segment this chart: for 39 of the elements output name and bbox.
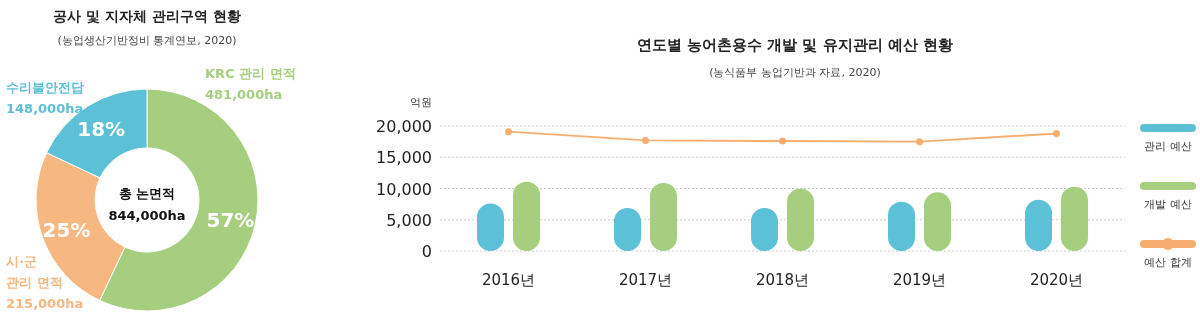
bar (924, 192, 951, 251)
slice-label: 시·군 관리 면적 (6, 254, 63, 290)
data-label: 57% (206, 207, 255, 232)
legend-label: 개발 예산 (1144, 198, 1192, 211)
bar (787, 188, 814, 251)
y-axis-title: 억원 (410, 96, 432, 109)
data-label: 25% (42, 217, 91, 242)
point (1053, 130, 1060, 137)
bar (513, 181, 540, 251)
x-tick-label: 2018년 (755, 271, 810, 289)
y-tick-label: 10,000 (376, 179, 432, 199)
chart-title: 공사 및 지자체 관리구역 현황 (53, 8, 241, 24)
chart-title: 연도별 농어촌용수 개발 및 유지관리 예산 현황 (636, 36, 954, 54)
slice-label: KRC 관리 면적 (205, 66, 296, 81)
text: 844,000ha (108, 208, 186, 223)
legend-label: 예산 합계 (1144, 256, 1192, 269)
chart-subtitle: (농식품부 농업기반과 자료, 2020) (709, 66, 881, 79)
text: 148,000ha (6, 101, 84, 116)
chart-subtitle: (농업생산기반정비 통계연보, 2020) (57, 34, 237, 47)
bar (1061, 186, 1088, 251)
x-tick-label: 2016년 (481, 271, 536, 289)
y-tick-label: 5,000 (386, 210, 432, 230)
x-tick-label: 2020년 (1029, 271, 1084, 289)
point (916, 138, 923, 146)
x-tick-label: 2019년 (892, 271, 947, 289)
point (505, 128, 512, 136)
text: 총 논면적 (118, 186, 176, 201)
text: 481,000ha (205, 87, 283, 102)
slice-label: 수리불안전답 (6, 80, 84, 95)
point (779, 137, 786, 145)
y-tick-label: 20,000 (376, 117, 432, 136)
data-label: 18% (77, 116, 126, 141)
y-tick-label: 0 (421, 242, 432, 261)
bar (650, 182, 677, 251)
y-tick-label: 15,000 (376, 148, 432, 168)
x-tick-label: 2017년 (618, 271, 673, 289)
legend-label: 관리 예산 (1144, 140, 1192, 153)
text: 215,000ha (6, 296, 84, 311)
point (642, 136, 649, 144)
